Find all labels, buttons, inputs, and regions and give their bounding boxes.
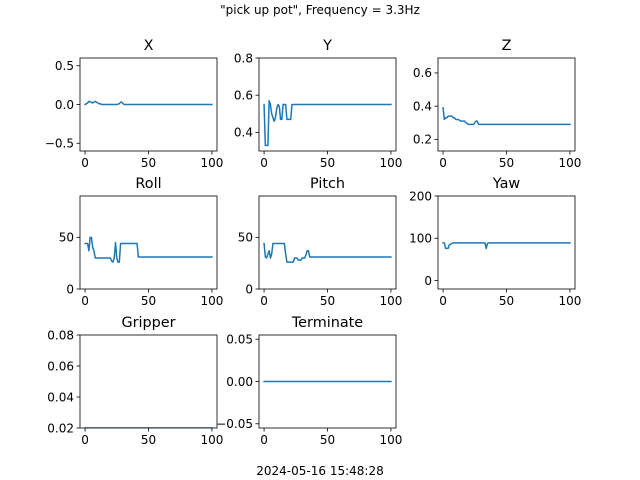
subplot-roll: Roll 0 50 100 0 50 [59,176,224,308]
y-tick-label: 0.4 [413,99,432,113]
subplot-title-gripper: Gripper [121,315,175,331]
x-tick-label: 50 [320,294,335,308]
x-tick-label: 50 [499,294,514,308]
y-tick-label: 50 [238,231,253,245]
x-tick-label: 50 [141,156,156,170]
y-tick-label: −0.5 [45,137,74,151]
series-line-roll [84,236,213,263]
y-tick-label: 0.5 [55,59,74,73]
y-tick-label: 0.00 [226,375,253,389]
series-line-y [263,100,392,147]
subplot-z: Z 0 50 100 0.2 0.4 0.6 [413,38,581,170]
y-tick-label: 0.2 [413,133,432,147]
subplot-title-roll: Roll [135,176,161,192]
y-tick-label: 200 [409,189,432,203]
subplot-title-y: Y [322,38,332,54]
axes-frame-z [437,57,576,152]
x-tick-label: 0 [81,294,89,308]
x-tick-label: 100 [558,294,581,308]
y-tick-label: 0.6 [234,89,253,103]
y-tick-label: 0.0 [55,98,74,112]
x-tick-label: 50 [141,433,156,447]
subplot-yaw: Yaw 0 50 100 0 100 200 [409,176,581,308]
x-tick-label: 0 [81,156,89,170]
series-line-yaw [442,242,571,250]
axes-frame-roll [79,195,218,290]
axes-frame-gripper [79,334,218,429]
x-tick-label: 50 [499,156,514,170]
y-tick-label: 0.06 [47,359,74,373]
subplot-x: X 0 50 100 −0.5 0.0 0.5 [45,38,224,170]
series-line-x [84,100,213,106]
subplot-pitch: Pitch 0 50 100 0 50 [238,176,403,308]
x-tick-label: 50 [141,294,156,308]
x-tick-label: 50 [320,156,335,170]
series-line-z [442,106,571,126]
y-tick-label: 0.4 [234,126,253,140]
subplot-gripper: Gripper 0 50 100 0.02 0.04 0.06 0.08 [47,315,223,447]
y-tick-label: 0 [245,282,253,296]
y-tick-label: 0.02 [47,421,74,435]
x-tick-label: 100 [200,294,223,308]
y-tick-label: 0.08 [47,328,74,342]
timestamp-footer: 2024-05-16 15:48:28 [256,464,383,478]
subplot-grid: X 0 50 100 −0.5 0.0 0.5 Y 0 50 100 0.4 0.6 0.8 Z 0 50 100… [45,38,582,447]
subplot-title-pitch: Pitch [310,176,345,192]
y-tick-label: 50 [59,231,74,245]
y-tick-label: 0 [424,274,432,288]
subplot-terminate: Terminate 0 50 100 −0.05 0.00 0.05 [216,315,402,447]
x-tick-label: 100 [200,433,223,447]
y-tick-label: 0.05 [226,333,253,347]
figure-title: "pick up pot", Frequency = 3.3Hz [220,3,420,17]
subplot-y: Y 0 50 100 0.4 0.6 0.8 [234,38,402,170]
y-tick-label: 0.6 [413,66,432,80]
x-tick-label: 0 [81,433,89,447]
x-tick-label: 0 [439,294,447,308]
x-tick-label: 100 [200,156,223,170]
x-tick-label: 100 [379,294,402,308]
subplot-title-terminate: Terminate [291,315,363,331]
x-tick-label: 50 [320,433,335,447]
x-tick-label: 0 [260,294,268,308]
x-tick-label: 0 [439,156,447,170]
subplot-title-x: X [144,38,154,54]
y-tick-label: 0 [66,282,74,296]
axes-frame-pitch [258,195,397,290]
x-tick-label: 0 [260,156,268,170]
x-tick-label: 100 [558,156,581,170]
x-tick-label: 0 [260,433,268,447]
series-line-pitch [263,242,392,263]
y-tick-label: 100 [409,232,432,246]
subplot-title-yaw: Yaw [492,176,521,192]
subplot-title-z: Z [502,38,512,54]
x-tick-label: 100 [379,156,402,170]
y-tick-label: −0.05 [216,417,253,431]
x-tick-label: 100 [379,433,402,447]
y-tick-label: 0.04 [47,390,74,404]
y-tick-label: 0.8 [234,51,253,65]
